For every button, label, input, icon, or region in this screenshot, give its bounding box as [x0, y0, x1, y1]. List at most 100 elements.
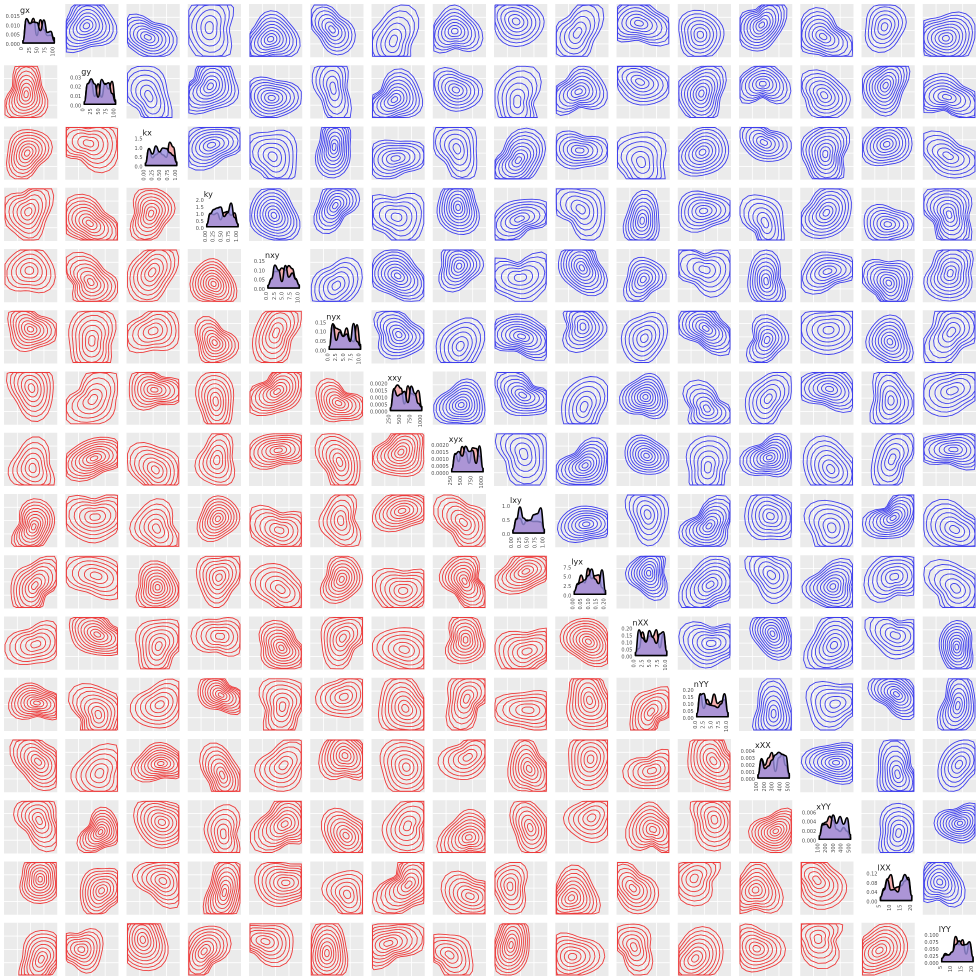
contour-line — [372, 79, 414, 118]
contour-line — [451, 27, 459, 35]
contour-line — [444, 21, 466, 40]
contour-line — [35, 815, 43, 826]
panel-xxy-lXX — [861, 371, 915, 425]
diag-xtick: 300 — [831, 843, 837, 853]
diag-ytick: 0.010 — [6, 23, 20, 29]
contour-line — [800, 742, 853, 785]
contour-line — [628, 320, 661, 357]
contour-line — [872, 372, 913, 425]
panel-xxy-xyx — [432, 371, 486, 425]
contour-line — [127, 65, 173, 118]
contour-line — [513, 330, 530, 342]
contour-line — [808, 22, 840, 50]
panel-nXX-kx — [126, 616, 180, 670]
contour-line — [561, 376, 608, 425]
contour-line — [131, 372, 180, 408]
contour-line — [575, 678, 606, 721]
contour-line — [946, 269, 954, 278]
diag-xtick: 0.0 — [264, 292, 270, 300]
panel-nxy-gy — [65, 249, 119, 303]
contour-line — [564, 447, 603, 481]
contour-line — [885, 279, 893, 287]
contour-line — [453, 568, 476, 595]
contour-line — [455, 203, 461, 212]
contour-line — [314, 127, 352, 179]
contour-line — [876, 271, 900, 297]
contour-line — [884, 390, 898, 411]
contour-line — [191, 4, 226, 53]
contour-line — [433, 933, 474, 976]
diag-ytick: 1.0 — [135, 146, 143, 152]
diag-label: ky — [204, 190, 213, 199]
contour-line — [510, 385, 536, 404]
contour-line — [379, 314, 421, 354]
contour-line — [437, 497, 486, 547]
contour-line — [65, 4, 118, 54]
contour-line — [945, 811, 974, 835]
contour-line — [802, 435, 853, 486]
contour-line — [29, 943, 55, 976]
contour-line — [188, 65, 240, 115]
contour-line — [328, 25, 336, 34]
contour-line — [756, 211, 773, 235]
contour-line — [373, 145, 421, 174]
contour-line — [257, 862, 302, 904]
contour-line — [326, 618, 363, 662]
diag-ytick: 0.050 — [924, 947, 938, 953]
diag-ytick: 0.05 — [683, 709, 694, 715]
contour-line — [954, 701, 961, 711]
panel-xYY-gy — [65, 800, 119, 854]
contour-line — [71, 207, 109, 240]
contour-line — [684, 196, 727, 227]
contour-line — [557, 440, 608, 485]
contour-line — [500, 265, 540, 290]
contour-line — [702, 519, 716, 533]
diag-xtick: 15 — [959, 966, 965, 972]
contour-line — [376, 83, 411, 115]
contour-line — [435, 317, 486, 363]
diag-ytick: 0.0 — [196, 226, 204, 232]
contour-line — [862, 923, 908, 976]
contour-line — [93, 631, 102, 638]
diag-ytick: 0.0010 — [370, 396, 388, 402]
contour-line — [745, 314, 790, 363]
diag-xtick: 7.5 — [287, 292, 293, 300]
contour-line — [742, 127, 788, 160]
contour-line — [823, 577, 842, 596]
density-area-b — [389, 385, 423, 412]
contour-line — [372, 139, 425, 180]
contour-line — [744, 372, 792, 425]
contour-line — [755, 78, 771, 89]
contour-line — [311, 65, 352, 118]
contour-line — [826, 464, 836, 474]
contour-line — [827, 522, 837, 534]
contour-line — [15, 257, 43, 283]
contour-line — [390, 502, 415, 519]
contour-line — [65, 928, 104, 974]
contour-line — [820, 91, 829, 100]
contour-line — [756, 136, 772, 149]
contour-line — [864, 4, 907, 53]
contour-line — [678, 127, 730, 177]
panel-lxy-nXX — [616, 494, 670, 548]
panel-xXX-lyx — [555, 739, 609, 793]
contour-line — [13, 501, 53, 547]
panel-xXX-nXX — [616, 739, 670, 793]
contour-line — [766, 570, 777, 580]
contour-line — [69, 8, 104, 42]
contour-line — [195, 372, 235, 425]
contour-line — [752, 678, 792, 731]
diag-ytick: 0.000 — [741, 777, 755, 783]
panel-kx-nxy — [249, 126, 303, 180]
contour-line — [273, 813, 296, 835]
contour-line — [566, 623, 608, 662]
contour-line — [13, 74, 38, 111]
panel-gy-nyx — [310, 65, 364, 119]
contour-line — [132, 189, 173, 240]
panel-ky-nyx — [310, 187, 364, 241]
panel-xxy-xYY — [800, 371, 854, 425]
contour-line — [127, 310, 180, 354]
contour-line — [557, 884, 585, 911]
contour-line — [262, 680, 302, 731]
contour-line — [318, 266, 355, 302]
